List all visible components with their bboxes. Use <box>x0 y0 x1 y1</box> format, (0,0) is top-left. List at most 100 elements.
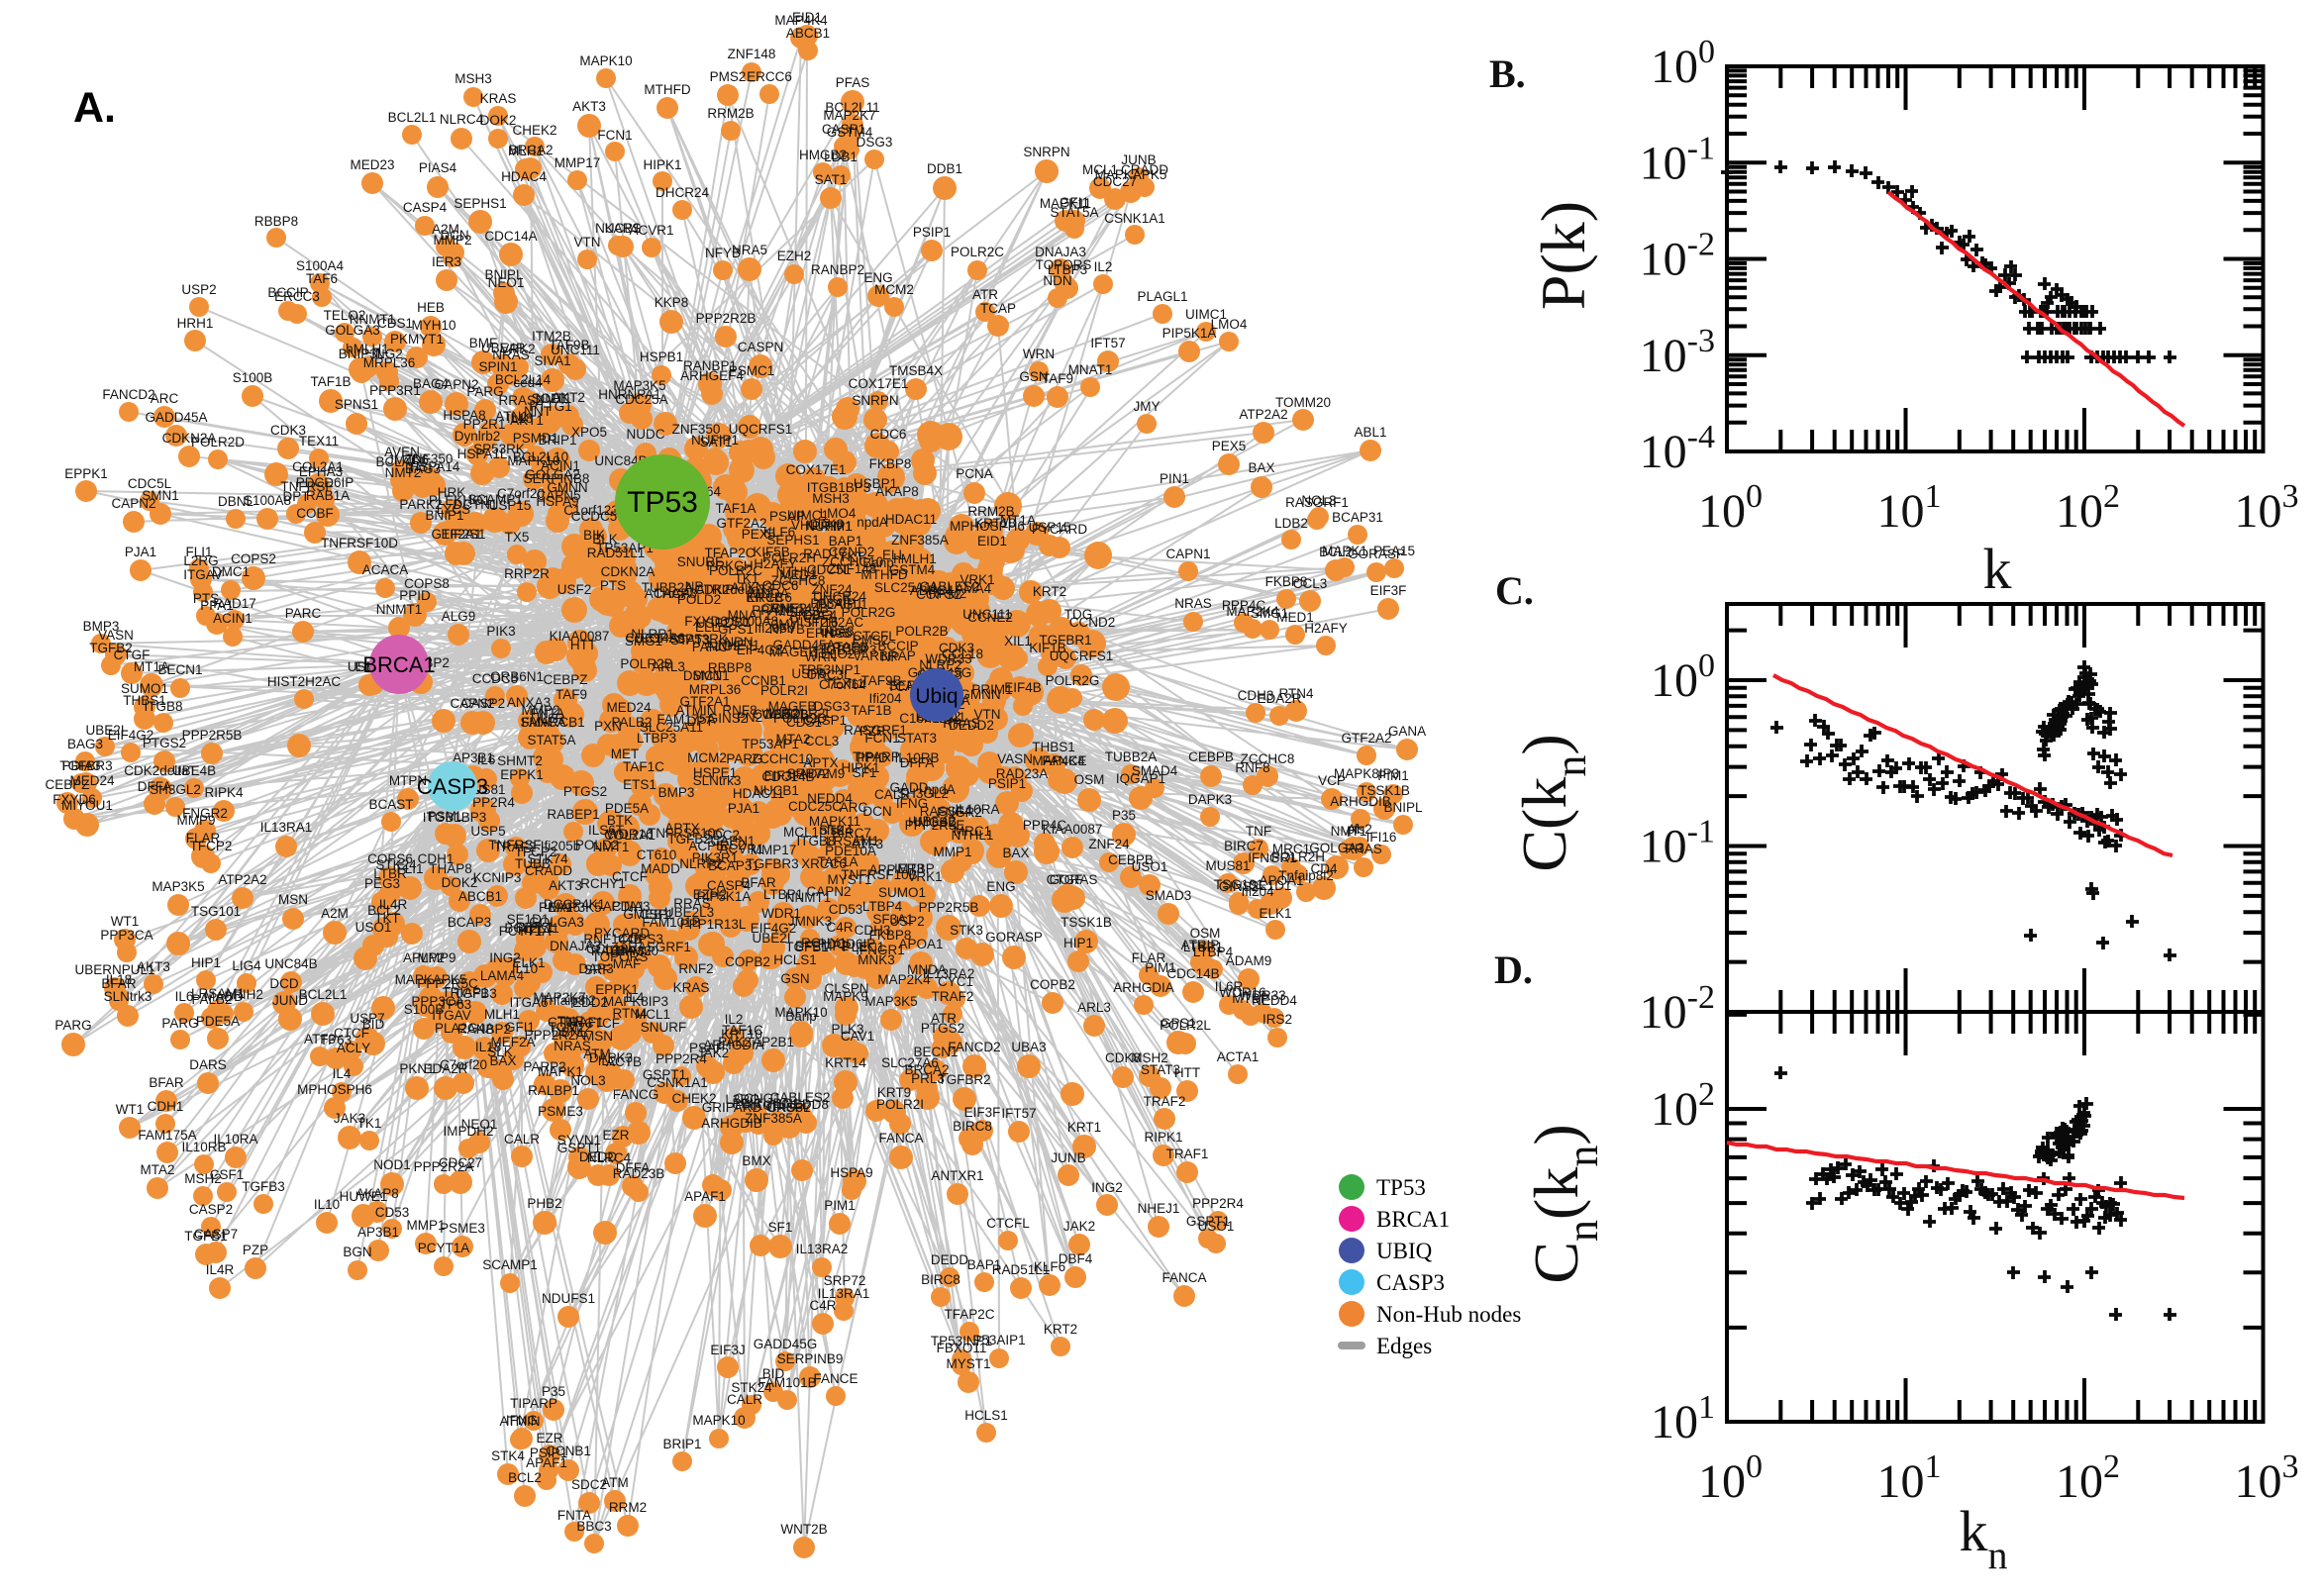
svg-text:C7orf20: C7orf20 <box>440 1057 487 1072</box>
svg-text:CCDC5: CCDC5 <box>472 671 519 686</box>
svg-text:NUFIP1: NUFIP1 <box>691 433 739 448</box>
svg-text:STK24: STK24 <box>731 1380 772 1395</box>
svg-text:FKBP8: FKBP8 <box>1265 574 1308 589</box>
svg-text:IER3: IER3 <box>432 254 461 269</box>
svg-text:FNTA: FNTA <box>557 1508 591 1523</box>
svg-text:TAF1C: TAF1C <box>623 759 664 774</box>
svg-text:STAT3: STAT3 <box>670 633 710 648</box>
svg-text:NLRP2: NLRP2 <box>679 856 723 871</box>
svg-text:MAPK8IP3: MAPK8IP3 <box>1334 766 1399 781</box>
svg-text:NNMT1: NNMT1 <box>350 312 396 327</box>
svg-text:TFAP2C: TFAP2C <box>704 546 755 560</box>
svg-text:IL10: IL10 <box>314 1197 340 1212</box>
svg-text:ARHGDIA: ARHGDIA <box>1113 980 1174 995</box>
svg-text:TCAP: TCAP <box>980 301 1016 316</box>
svg-text:SUMO1: SUMO1 <box>121 681 168 696</box>
svg-text:PDCD6IP: PDCD6IP <box>296 475 354 490</box>
svg-text:NMT2: NMT2 <box>385 465 422 480</box>
svg-text:CT610: CT610 <box>637 848 677 862</box>
svg-text:CASP1: CASP1 <box>803 713 847 728</box>
svg-text:PSME3: PSME3 <box>440 1221 485 1236</box>
svg-text:VASN: VASN <box>997 751 1033 766</box>
svg-text:PLAGL1: PLAGL1 <box>817 597 867 612</box>
svg-text:ERCC6: ERCC6 <box>747 69 792 84</box>
svg-text:ACACA: ACACA <box>362 562 409 577</box>
svg-text:PARG: PARG <box>54 1018 91 1033</box>
svg-text:ING5: ING5 <box>821 626 853 641</box>
svg-text:WT1: WT1 <box>111 914 140 929</box>
svg-text:HDAC11: HDAC11 <box>733 786 784 801</box>
svg-text:CEBPB: CEBPB <box>1188 749 1234 764</box>
svg-text:HDAC4: HDAC4 <box>501 169 547 184</box>
svg-text:MNAT1: MNAT1 <box>1068 362 1113 377</box>
svg-text:TP53: TP53 <box>1376 1175 1426 1200</box>
svg-text:DBNL: DBNL <box>218 494 254 509</box>
svg-text:MAPK8IP3: MAPK8IP3 <box>603 994 668 1009</box>
svg-text:Edges: Edges <box>1376 1334 1432 1358</box>
svg-text:MED24: MED24 <box>606 700 652 715</box>
svg-text:CASP3: CASP3 <box>417 774 488 799</box>
svg-text:ACIN1: ACIN1 <box>213 611 252 626</box>
svg-text:KIF5B: KIF5B <box>753 545 790 559</box>
svg-text:DOK2: DOK2 <box>480 113 517 128</box>
svg-text:USF2: USF2 <box>557 582 592 597</box>
svg-text:GMEB1: GMEB1 <box>623 907 669 922</box>
svg-text:SUMO1: SUMO1 <box>878 885 926 900</box>
svg-text:CD53: CD53 <box>375 1205 410 1220</box>
svg-text:CCL3: CCL3 <box>805 734 840 748</box>
svg-text:APAF1: APAF1 <box>526 1455 567 1470</box>
svg-text:APTX: APTX <box>664 821 699 836</box>
svg-text:P35: P35 <box>542 1384 565 1399</box>
svg-text:Banp: Banp <box>785 1009 817 1024</box>
svg-text:AKT3: AKT3 <box>572 99 606 114</box>
svg-text:UBE2L3: UBE2L3 <box>664 905 714 920</box>
svg-text:CAPN2: CAPN2 <box>111 496 155 511</box>
svg-text:IL10RB: IL10RB <box>181 1140 226 1154</box>
svg-text:BRCA2: BRCA2 <box>508 143 553 157</box>
svg-text:RASGRF1: RASGRF1 <box>844 723 907 738</box>
svg-text:BMP3: BMP3 <box>658 785 695 800</box>
svg-text:PSIP1: PSIP1 <box>913 225 951 240</box>
svg-text:FANCE: FANCE <box>813 1371 858 1386</box>
svg-text:TDG: TDG <box>1064 607 1093 622</box>
svg-text:MSH3: MSH3 <box>812 491 850 506</box>
svg-text:PIN1: PIN1 <box>1160 471 1189 486</box>
svg-text:BCL2L1: BCL2L1 <box>388 110 437 125</box>
svg-text:MAF: MAF <box>613 956 642 971</box>
svg-text:FANCD2: FANCD2 <box>102 387 154 402</box>
svg-text:MED1: MED1 <box>1276 610 1314 625</box>
svg-text:BNIP1: BNIP1 <box>425 508 463 523</box>
svg-text:PMS2: PMS2 <box>710 69 747 84</box>
svg-text:HTT: HTT <box>1174 1065 1200 1080</box>
svg-text:NMT1: NMT1 <box>1331 824 1367 839</box>
svg-text:IFT57: IFT57 <box>1001 1106 1036 1121</box>
svg-text:hMLH1: hMLH1 <box>893 551 937 566</box>
svg-text:ING2: ING2 <box>489 950 521 965</box>
svg-text:CRADD: CRADD <box>1121 162 1168 177</box>
svg-text:Ifi205b: Ifi205b <box>541 839 581 853</box>
svg-text:IFNG: IFNG <box>506 1413 538 1428</box>
svg-text:BCAP3: BCAP3 <box>448 915 491 930</box>
svg-text:VTN: VTN <box>574 235 601 249</box>
svg-text:MRPL36: MRPL36 <box>689 682 742 697</box>
svg-text:NLRC4: NLRC4 <box>440 112 484 127</box>
svg-text:PLA2G4A: PLA2G4A <box>435 1021 494 1036</box>
svg-text:CEBPZ: CEBPZ <box>543 672 587 687</box>
svg-text:COBF: COBF <box>296 506 334 521</box>
svg-text:HIP1: HIP1 <box>191 955 221 970</box>
svg-text:SAT1: SAT1 <box>815 172 848 187</box>
svg-text:FANCA: FANCA <box>521 715 565 730</box>
svg-text:UNC84B: UNC84B <box>264 956 317 971</box>
svg-text:KRT18: KRT18 <box>974 516 1016 531</box>
svg-text:CDC6: CDC6 <box>870 427 907 442</box>
svg-text:POLR2B: POLR2B <box>895 624 948 639</box>
svg-text:IL6R: IL6R <box>1215 979 1244 994</box>
svg-text:NEO1: NEO1 <box>488 275 525 290</box>
svg-text:DCN: DCN <box>440 228 468 243</box>
svg-text:DDB1: DDB1 <box>927 161 962 176</box>
svg-text:UBE4P: UBE4P <box>481 341 525 355</box>
svg-text:GSN: GSN <box>1019 369 1048 384</box>
svg-text:TRAF2: TRAF2 <box>1144 1094 1186 1109</box>
svg-text:APAF1: APAF1 <box>684 1189 726 1204</box>
svg-text:ELK1: ELK1 <box>1259 906 1291 921</box>
